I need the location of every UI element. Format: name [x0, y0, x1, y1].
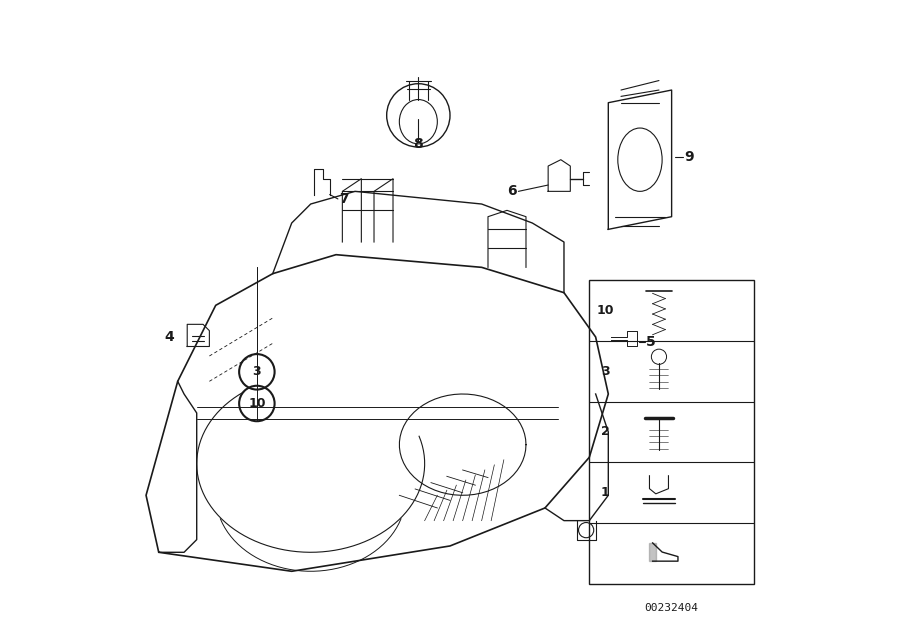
Text: 8: 8	[413, 137, 423, 151]
Polygon shape	[650, 543, 656, 561]
Text: 4: 4	[165, 330, 175, 344]
Text: 10: 10	[597, 304, 614, 317]
Text: 7: 7	[339, 192, 349, 206]
Text: 1: 1	[601, 487, 609, 499]
Text: 2: 2	[601, 425, 609, 438]
Text: 5: 5	[646, 335, 656, 349]
Text: 00232404: 00232404	[644, 603, 698, 613]
Text: 9: 9	[684, 149, 694, 163]
Text: 10: 10	[248, 397, 266, 410]
Text: 3: 3	[601, 364, 609, 378]
Text: 3: 3	[253, 365, 261, 378]
Text: 6: 6	[507, 184, 517, 198]
